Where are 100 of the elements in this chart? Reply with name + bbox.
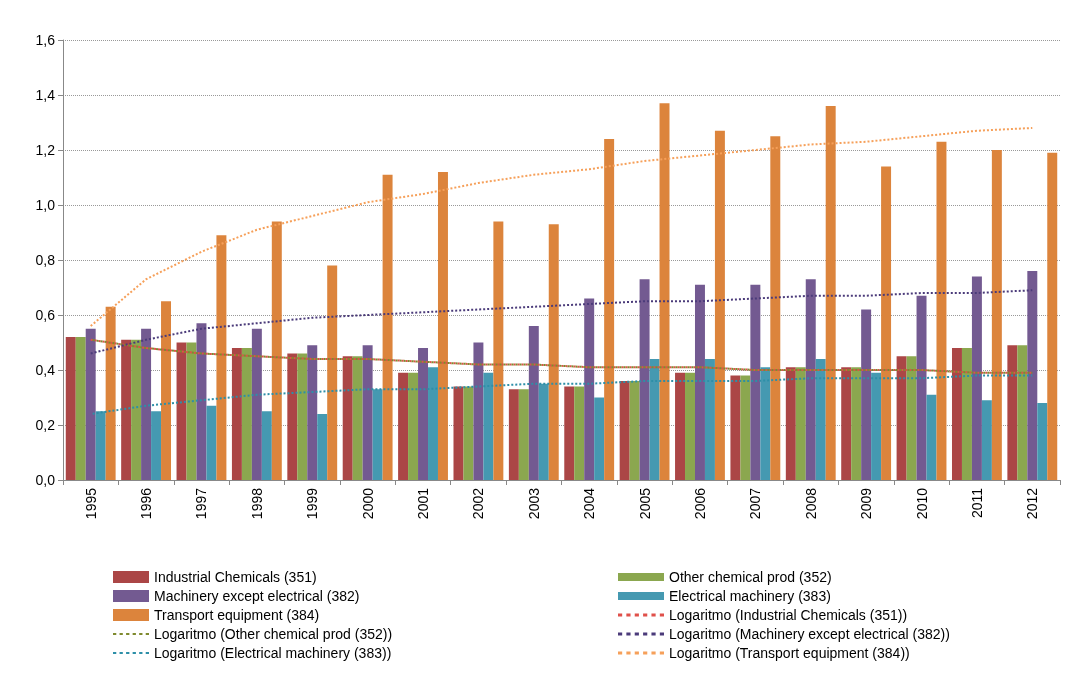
x-tick-label: 1996: [138, 487, 155, 520]
y-tick-label: 0,0: [35, 472, 56, 488]
bar: [1017, 345, 1028, 480]
bar: [694, 284, 705, 480]
bar: [382, 174, 393, 480]
bar: [770, 136, 781, 480]
bar: [564, 386, 575, 480]
bar: [619, 381, 630, 480]
bar: [871, 372, 882, 480]
y-tick-label: 0,2: [35, 417, 56, 433]
bar: [65, 337, 76, 480]
bar: [548, 224, 559, 480]
x-tick-label: 2003: [525, 487, 542, 520]
y-tick-label: 1,4: [35, 87, 56, 103]
bar: [971, 276, 982, 480]
bar: [861, 309, 872, 480]
bar: [493, 221, 504, 480]
x-tick-label: 2012: [1024, 487, 1041, 520]
bar: [574, 386, 585, 480]
bar: [161, 301, 172, 480]
x-tick-label: 2008: [802, 487, 819, 520]
bar: [951, 348, 962, 480]
x-tick-label: 2002: [470, 487, 487, 520]
bar: [176, 342, 187, 480]
legend-label: Logaritmo (Transport equipment (384)): [669, 645, 910, 661]
bar: [453, 386, 464, 480]
bar: [961, 348, 972, 480]
bar: [740, 375, 751, 480]
bar: [287, 353, 298, 480]
x-tick-label: 2006: [691, 487, 708, 520]
x-tick-label: 1998: [248, 487, 265, 520]
bar: [518, 389, 529, 480]
x-tick-label: 1995: [82, 487, 99, 520]
bar: [151, 411, 162, 480]
bar: [594, 397, 605, 480]
x-tick-label: 2007: [747, 487, 764, 520]
bar: [85, 328, 96, 480]
x-tick-label: 2001: [415, 487, 432, 520]
x-tick-label: 2004: [581, 487, 598, 520]
bar: [750, 284, 761, 480]
y-tick-label: 1,0: [35, 197, 56, 213]
bar: [538, 383, 549, 480]
bar: [473, 342, 484, 480]
bar: [649, 359, 660, 480]
y-tick-label: 0,4: [35, 362, 56, 378]
bar: [196, 323, 207, 480]
line-series: [89, 289, 1034, 355]
bar: [881, 166, 892, 480]
bar: [675, 372, 686, 480]
legend-label: Electrical machinery (383): [669, 588, 831, 604]
bar: [141, 328, 152, 480]
bar: [408, 372, 419, 480]
legend-label: Other chemical prod (352): [669, 569, 832, 585]
x-tick-label: 2009: [858, 487, 875, 520]
x-tick-label: 2011: [968, 487, 985, 519]
bar: [704, 359, 715, 480]
bar: [730, 375, 741, 480]
bar: [639, 279, 650, 480]
bar: [261, 411, 272, 480]
bar: [342, 356, 353, 480]
bar: [896, 356, 907, 480]
bar: [75, 337, 86, 480]
bar: [659, 103, 670, 480]
bar: [231, 348, 242, 480]
x-tick-label: 2010: [913, 487, 930, 520]
bar: [418, 348, 429, 480]
legend-label: Industrial Chemicals (351): [154, 569, 317, 585]
bar: [352, 356, 363, 480]
bar: [916, 295, 927, 480]
bar: [297, 353, 308, 480]
bar: [508, 389, 519, 480]
x-tick-label: 1997: [193, 487, 210, 520]
bar: [398, 372, 409, 480]
bar: [815, 359, 826, 480]
bar: [317, 414, 328, 480]
bar: [362, 345, 373, 480]
bar: [216, 235, 227, 480]
bar: [241, 348, 252, 480]
bar: [795, 367, 806, 480]
bar: [528, 326, 539, 480]
bar: [936, 141, 947, 480]
bar: [251, 328, 262, 480]
bar: [1027, 271, 1038, 480]
bar: [851, 367, 862, 480]
bar: [1007, 345, 1018, 480]
y-tick-label: 1,6: [35, 32, 56, 48]
bar: [760, 367, 771, 480]
bar: [825, 106, 836, 480]
bar: [307, 345, 318, 480]
x-tick-label: 2000: [359, 487, 376, 520]
legend-label: Logaritmo (Machinery except electrical (382)): [669, 626, 950, 642]
bar: [1047, 152, 1058, 480]
bar: [714, 130, 725, 480]
bar: [1037, 403, 1048, 480]
bar: [131, 339, 142, 480]
y-tick-label: 1,2: [35, 142, 56, 158]
bar: [437, 172, 448, 480]
bar: [428, 367, 438, 480]
bar: [604, 139, 615, 480]
y-tick-label: 0,8: [35, 252, 56, 268]
